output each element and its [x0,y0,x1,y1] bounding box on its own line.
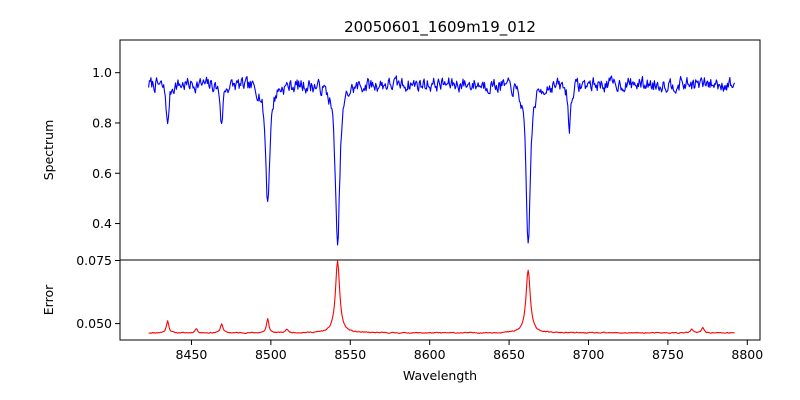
chart-title: 20050601_1609m19_012 [344,18,536,37]
x-tick-label: 8500 [255,347,287,362]
x-tick-label: 8650 [493,347,525,362]
spectrum-y-tick-label: 0.6 [92,166,112,181]
spectrum-y-tick-label: 0.4 [92,216,112,231]
spectrum-y-axis-label: Spectrum [41,120,56,181]
x-axis-ticks: 8450 8500 8550 8600 8650 8700 8750 8800 [176,340,764,362]
spectrum-series [149,76,735,245]
spectrum-axes-frame [120,40,760,260]
spectrum-y-tick-label: 0.8 [92,115,112,130]
error-panel: 0.050 0.075 Error [41,253,760,340]
error-y-tick-label: 0.075 [76,253,112,268]
spectrum-y-ticks: 0.4 0.6 0.8 1.0 [92,65,120,231]
spectrum-series-line [149,76,735,245]
x-tick-label: 8550 [334,347,366,362]
error-y-ticks: 0.050 0.075 [76,253,120,331]
x-tick-label: 8450 [176,347,208,362]
error-axes-frame [120,260,760,340]
x-tick-label: 8750 [652,347,684,362]
x-tick-label: 8800 [731,347,763,362]
error-y-tick-label: 0.050 [76,316,112,331]
x-axis-label: Wavelength [403,368,477,383]
error-series-line [149,261,735,333]
x-tick-label: 8700 [573,347,605,362]
spectrum-panel: 0.4 0.6 0.8 1.0 Spectrum [41,40,760,260]
error-series [149,261,735,333]
error-y-axis-label: Error [41,284,56,315]
x-tick-label: 8600 [414,347,446,362]
spectrum-y-tick-label: 1.0 [92,65,112,80]
